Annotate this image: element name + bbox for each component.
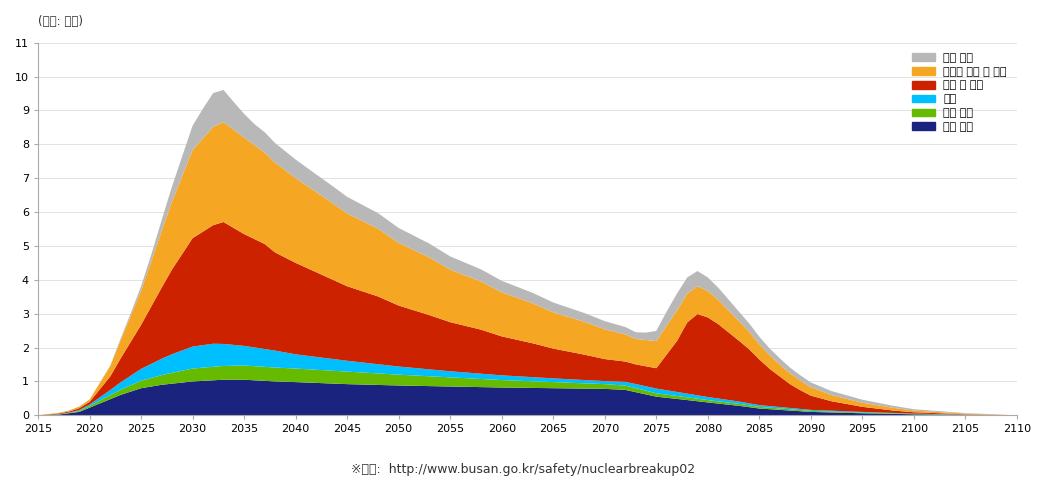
Legend: 부지 복원, 폐기물 처리 및 관리, 절단 및 해제, 제염, 밀폐 관리, 해제 준비: 부지 복원, 폐기물 처리 및 관리, 절단 및 해제, 제염, 밀폐 관리, … — [908, 48, 1011, 137]
Text: (단위: 조원): (단위: 조원) — [38, 15, 83, 28]
Text: ※자료:  http://www.busan.go.kr/safety/nuclearbreakup02: ※자료: http://www.busan.go.kr/safety/nucle… — [351, 463, 695, 476]
